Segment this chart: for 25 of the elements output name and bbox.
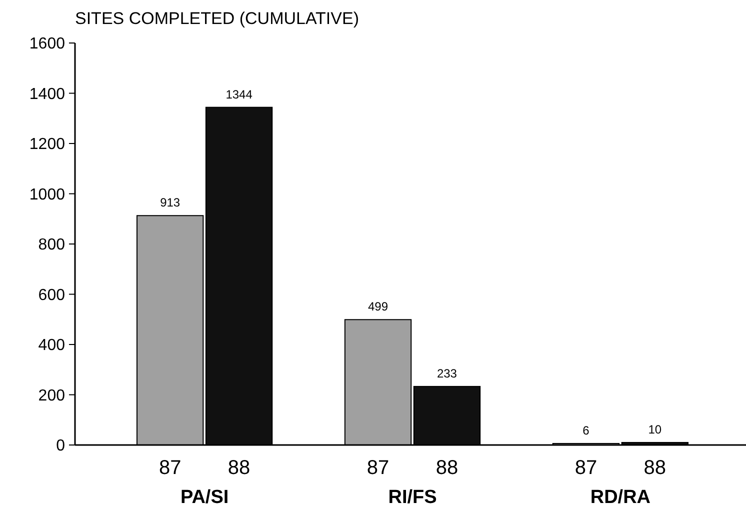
- data-label: 10: [648, 422, 662, 436]
- data-label: 499: [368, 300, 388, 314]
- y-tick-label: 600: [38, 286, 66, 304]
- y-tick-label: 200: [38, 387, 66, 404]
- y-tick-label: 1000: [29, 186, 66, 204]
- text: 87: [366, 457, 390, 479]
- y-tick-label: 1200: [29, 136, 66, 154]
- y-tick-label: 800: [38, 236, 66, 254]
- y-tick-label: 1400: [29, 86, 66, 103]
- data-label: 1344: [226, 87, 253, 102]
- data-label: 913: [160, 196, 180, 210]
- y-tick-label: 1600: [29, 36, 66, 53]
- x-tick-label: RD/RA: [590, 487, 651, 508]
- text: 88: [436, 457, 458, 479]
- y-tick-label: 0: [56, 438, 66, 455]
- series-label: 88: [228, 457, 250, 479]
- x-tick-label: RI/FS: [388, 487, 437, 508]
- text: 87: [574, 457, 598, 479]
- y-tick-label: 400: [38, 337, 66, 354]
- series-label: 87: [158, 457, 182, 479]
- text: 88: [644, 457, 666, 479]
- data-label: 6: [582, 423, 590, 438]
- data-label: 233: [436, 366, 458, 380]
- chart-title: SITES COMPLETED (CUMULATIVE): [75, 9, 359, 28]
- x-tick-label: PA/SI: [180, 487, 229, 508]
